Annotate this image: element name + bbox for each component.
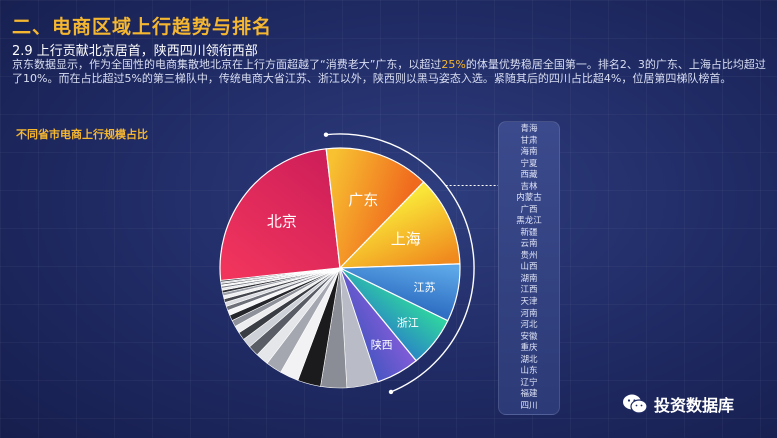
slice-label-4: 江苏	[414, 281, 436, 294]
legend-item-16: 天津	[520, 296, 538, 307]
legend-item-25: 四川	[520, 400, 538, 411]
legend-item-14: 湖南	[520, 273, 538, 284]
legend-item-7: 内蒙古	[516, 193, 542, 204]
wechat-icon	[623, 394, 648, 414]
legend-item-1: 青海	[520, 124, 538, 134]
slice-label-6: 陕西	[371, 338, 393, 352]
description-text-2: 的体量优势稳居全国第一。排名2、3的广东、上海占比均超过了10%。而在占比超过5…	[12, 58, 766, 85]
legend-item-8: 广西	[520, 204, 538, 215]
legend-item-19: 安徽	[520, 331, 538, 342]
page-subtitle: 2.9 上行贡献北京居首，陕西四川领衔西部	[12, 44, 258, 59]
legend-item-20: 重庆	[520, 343, 538, 354]
slice-label-5: 浙江	[397, 317, 419, 330]
watermark: 投资数据库	[622, 392, 734, 416]
slice-label-1: 北京	[267, 213, 297, 231]
watermark-text: 投资数据库	[654, 396, 735, 415]
legend-item-10: 新疆	[520, 227, 538, 238]
pie-slice-31	[220, 267, 341, 283]
legend-item-12: 贵州	[520, 250, 538, 261]
legend-item-13: 山西	[520, 262, 538, 273]
bracket-arc	[325, 133, 475, 393]
slice-label-3: 上海	[391, 230, 421, 248]
description-text-1: 京东数据显示，作为全国性的电商集散地北京在上行方面超越了“消费老大”广东，以超过	[12, 58, 442, 71]
legend-item-2: 甘肃	[520, 135, 538, 146]
slice-label-2: 广东	[348, 191, 378, 209]
small-provinces-legend: 青海 甘肃 海南 宁夏 西藏 吉林 内蒙古 广西 黑龙江 新疆 云南 贵州 山西 湖南 江西 天津 河南 河北 安徽…	[498, 121, 560, 415]
pie-slice-2	[325, 147, 425, 270]
legend-item-17: 河南	[520, 308, 538, 319]
legend-item-11: 云南	[520, 239, 538, 250]
legend-item-5: 西藏	[520, 170, 538, 181]
legend-item-23: 辽宁	[520, 377, 538, 388]
legend-item-21: 湖北	[520, 354, 538, 365]
bracket-end-dot-2	[388, 389, 394, 395]
page-title: 二、电商区域上行趋势与排名	[12, 16, 273, 38]
description-highlight: 25%	[441, 58, 466, 71]
legend-item-3: 海南	[520, 147, 538, 158]
chart-title: 不同省市电商上行规模占比	[16, 128, 148, 141]
legend-item-6: 吉林	[520, 181, 538, 192]
legend-item-15: 江西	[520, 285, 538, 296]
legend-item-4: 宁夏	[520, 158, 538, 169]
legend-item-18: 河北	[520, 320, 538, 331]
legend-item-22: 山东	[520, 366, 538, 377]
legend-item-9: 黑龙江	[516, 216, 542, 227]
description-paragraph: 京东数据显示，作为全国性的电商集散地北京在上行方面超越了“消费老大”广东，以超过…	[12, 58, 772, 86]
legend-item-24: 福建	[520, 389, 538, 400]
bracket-end-dot-1	[323, 132, 329, 137]
pie-slice-3	[338, 181, 461, 269]
pie-slice-1	[219, 148, 341, 282]
